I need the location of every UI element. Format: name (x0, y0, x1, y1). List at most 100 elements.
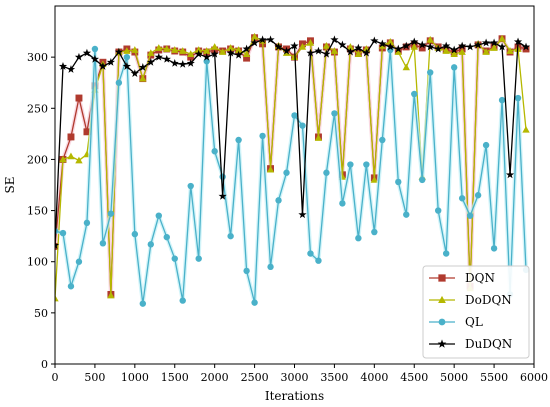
legend-item-dqn: DQN (429, 271, 495, 285)
legend-item-ql: QL (429, 315, 483, 329)
data-point-ql (395, 178, 402, 186)
data-point-dudqn (466, 42, 475, 51)
data-point-dodqn (107, 291, 115, 299)
data-point-ql (482, 141, 490, 149)
data-point-dudqn (218, 191, 227, 200)
data-point-dodqn (123, 47, 131, 54)
data-point-dodqn (195, 46, 203, 53)
data-point-dudqn (106, 57, 115, 66)
x-tick-label: 1500 (161, 371, 189, 384)
data-point-ql (466, 212, 474, 219)
series-dodqn (55, 32, 530, 302)
data-point-dodqn (410, 43, 418, 50)
legend-label: DoDQN (465, 293, 512, 307)
data-point-dudqn (458, 41, 467, 50)
data-point-dudqn (402, 41, 411, 50)
data-point-ql (419, 176, 426, 184)
data-point-dodqn (458, 48, 466, 55)
data-point-ql (203, 58, 210, 65)
data-point-dudqn (314, 46, 323, 55)
data-point-dudqn (66, 65, 76, 73)
data-point-dodqn (482, 48, 490, 55)
data-point-dudqn (202, 52, 211, 61)
data-point-ql (442, 250, 450, 257)
data-point-dudqn (210, 49, 219, 58)
data-point-ql (147, 241, 154, 248)
data-point-ql (115, 79, 123, 86)
data-point-dudqn (442, 41, 451, 50)
data-point-dodqn (203, 47, 211, 54)
legend-label: DQN (465, 271, 495, 285)
data-point-ql (490, 245, 498, 252)
data-point-ql (355, 234, 362, 242)
y-axis: 0 50 100 150 200 250 300 (27, 51, 55, 371)
data-point-ql (227, 232, 234, 240)
data-point-ql (315, 257, 322, 264)
plot-area (54, 5, 535, 365)
data-point-dodqn (370, 176, 379, 183)
x-tick-label: 3000 (281, 371, 309, 384)
data-point-ql (187, 182, 194, 190)
data-point-ql (243, 267, 250, 275)
data-point-dudqn (274, 42, 283, 51)
data-point-ql (83, 219, 91, 227)
data-point-ql (435, 207, 442, 214)
data-point-dudqn (410, 37, 419, 46)
legend-item-dudqn: DuDQN (429, 337, 512, 351)
legend-item-dodqn: DoDQN (429, 293, 512, 307)
data-point-dudqn (505, 170, 515, 179)
data-point-ql (411, 90, 418, 98)
legend-label: DuDQN (465, 337, 512, 351)
data-point-ql (331, 110, 338, 117)
data-point-ql (498, 96, 506, 104)
data-point-dodqn (139, 74, 147, 82)
data-point-ql (195, 255, 202, 262)
data-point-dodqn (75, 156, 83, 164)
data-point-ql (91, 45, 99, 53)
data-point-dodqn (55, 294, 59, 302)
data-point-dodqn (234, 46, 243, 53)
data-point-dudqn (258, 35, 267, 44)
data-point-dudqn (90, 54, 100, 63)
x-tick-label: 4000 (360, 371, 388, 384)
data-point-dodqn (386, 37, 394, 45)
data-point-ql (267, 263, 274, 271)
y-tick-label: 300 (27, 51, 48, 64)
data-point-dudqn (82, 48, 92, 57)
x-tick-label: 6000 (520, 371, 548, 384)
data-point-ql (363, 161, 370, 168)
data-point-dudqn (194, 49, 203, 58)
data-point-dudqn (114, 47, 123, 56)
data-point-dudqn (426, 42, 435, 51)
data-point-dodqn (314, 134, 323, 141)
data-point-dudqn (146, 57, 155, 66)
data-point-dudqn (513, 37, 523, 46)
data-point-dodqn (67, 152, 75, 160)
y-tick-label: 250 (27, 102, 48, 115)
data-point-ql (179, 297, 186, 304)
data-point-dudqn (226, 48, 235, 57)
legend-marker (437, 339, 447, 348)
data-point-ql (403, 211, 410, 218)
x-tick-label: 2000 (201, 371, 229, 384)
data-point-dodqn (187, 50, 195, 57)
data-point-dudqn (74, 52, 84, 61)
data-point-dodqn (131, 46, 139, 53)
legend-marker (438, 318, 446, 326)
data-point-ql (67, 283, 75, 290)
data-point-dodqn (450, 50, 458, 57)
data-point-dudqn (122, 62, 131, 70)
data-point-dodqn (242, 50, 251, 57)
data-point-dudqn (98, 62, 108, 70)
data-point-dudqn (370, 36, 379, 45)
data-point-dodqn (330, 47, 339, 54)
data-point-dudqn (154, 52, 163, 61)
y-tick-label: 100 (27, 256, 48, 269)
data-point-dodqn (266, 165, 275, 173)
x-axis: 0 500 1000 1500 2000 2500 3000 3500 4000 4500 5000… (52, 364, 548, 384)
data-point-dudqn (298, 210, 307, 219)
data-point-dudqn (186, 58, 195, 67)
y-axis-label: SE (3, 177, 17, 194)
data-point-ql (219, 173, 226, 181)
data-point-dudqn (434, 44, 443, 53)
